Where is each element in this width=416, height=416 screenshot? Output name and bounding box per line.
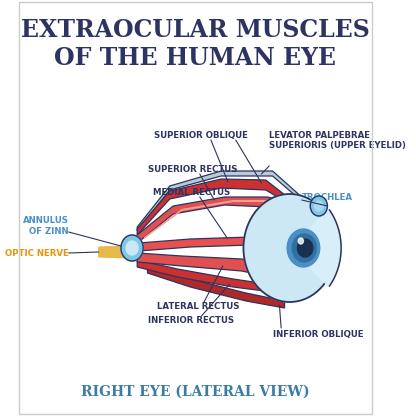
Circle shape [287, 229, 320, 267]
Polygon shape [144, 200, 297, 239]
Polygon shape [148, 266, 285, 308]
Text: LEVATOR PALPEBRAE
SUPERIORIS (UPPER EYELID): LEVATOR PALPEBRAE SUPERIORIS (UPPER EYEL… [269, 131, 406, 150]
Text: MEDIAL RECTUS: MEDIAL RECTUS [153, 188, 230, 197]
Circle shape [121, 235, 143, 261]
Polygon shape [137, 260, 280, 293]
Polygon shape [137, 171, 302, 231]
Circle shape [292, 234, 316, 262]
Circle shape [298, 238, 303, 244]
Circle shape [310, 196, 327, 216]
Text: INFERIOR OBLIQUE: INFERIOR OBLIQUE [272, 330, 363, 339]
Circle shape [243, 194, 336, 302]
Circle shape [126, 241, 138, 255]
Text: EXTRAOCULAR MUSCLES: EXTRAOCULAR MUSCLES [21, 18, 370, 42]
Text: SUPERIOR RECTUS: SUPERIOR RECTUS [149, 165, 238, 174]
Polygon shape [137, 197, 297, 243]
Text: INFERIOR RECTUS: INFERIOR RECTUS [149, 316, 235, 325]
Text: TROCHLEA: TROCHLEA [302, 193, 353, 203]
Text: SUPERIOR OBLIQUE: SUPERIOR OBLIQUE [154, 131, 248, 140]
Polygon shape [137, 253, 285, 280]
Circle shape [297, 239, 313, 257]
Wedge shape [290, 209, 341, 287]
Text: OF THE HUMAN EYE: OF THE HUMAN EYE [54, 46, 337, 70]
Circle shape [314, 201, 323, 211]
Polygon shape [99, 246, 132, 258]
Text: RIGHT EYE (LATERAL VIEW): RIGHT EYE (LATERAL VIEW) [81, 385, 310, 399]
Text: LATERAL RECTUS: LATERAL RECTUS [157, 302, 239, 311]
Polygon shape [139, 237, 293, 253]
Text: OPTIC NERVE: OPTIC NERVE [5, 248, 69, 258]
Polygon shape [137, 179, 292, 235]
Text: ANNULUS
OF ZINN: ANNULUS OF ZINN [22, 216, 69, 236]
